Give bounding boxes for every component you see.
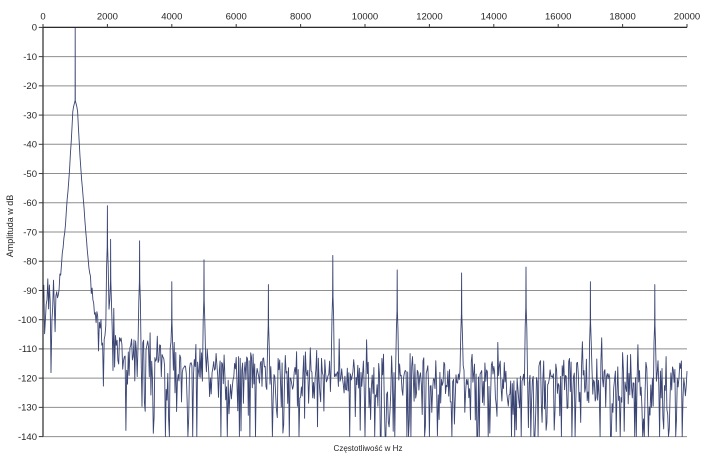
- svg-text:0: 0: [40, 12, 45, 23]
- svg-text:-130: -130: [18, 403, 37, 414]
- svg-text:-140: -140: [18, 432, 37, 443]
- svg-text:Amplituda w dB: Amplituda w dB: [5, 195, 15, 258]
- svg-text:2000: 2000: [97, 12, 118, 23]
- svg-text:-70: -70: [23, 227, 37, 238]
- svg-text:-40: -40: [23, 140, 37, 151]
- svg-text:16000: 16000: [545, 12, 571, 23]
- svg-text:-120: -120: [18, 373, 37, 384]
- svg-text:-50: -50: [23, 169, 37, 180]
- svg-text:14000: 14000: [481, 12, 507, 23]
- svg-text:-90: -90: [23, 286, 37, 297]
- svg-text:20000: 20000: [674, 12, 700, 23]
- svg-text:18000: 18000: [609, 12, 635, 23]
- svg-text:-20: -20: [23, 81, 37, 92]
- svg-text:0: 0: [32, 23, 37, 34]
- svg-text:-60: -60: [23, 198, 37, 209]
- svg-text:-110: -110: [19, 344, 37, 355]
- svg-text:6000: 6000: [226, 12, 247, 23]
- svg-text:8000: 8000: [290, 12, 311, 23]
- svg-text:-10: -10: [23, 52, 37, 63]
- svg-text:-100: -100: [18, 315, 37, 326]
- svg-text:4000: 4000: [161, 12, 182, 23]
- svg-text:Częstotliwość w Hz: Częstotliwość w Hz: [334, 444, 403, 453]
- svg-text:-30: -30: [23, 110, 37, 121]
- svg-text:12000: 12000: [416, 12, 442, 23]
- svg-text:10000: 10000: [352, 12, 378, 23]
- svg-text:-80: -80: [23, 257, 37, 268]
